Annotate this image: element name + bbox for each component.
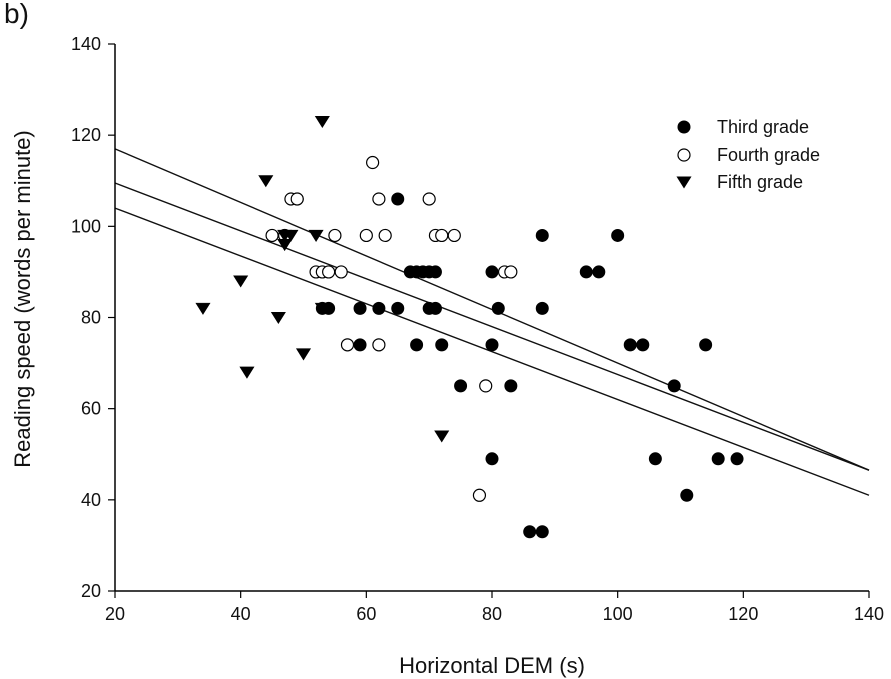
point-third-grade: [623, 338, 637, 352]
y-tick-label: 20: [81, 581, 101, 601]
point-fourth-grade: [435, 228, 449, 243]
point-fourth-grade: [265, 228, 279, 243]
point-fifth-grade: [314, 302, 330, 315]
y-tick-label: 120: [71, 125, 101, 145]
point-third-grade: [428, 301, 442, 315]
legend-label-third-grade: Third grade: [717, 117, 809, 137]
point-fourth-grade: [372, 192, 386, 206]
point-third-grade: [491, 301, 505, 315]
x-tick-label: 20: [105, 604, 125, 624]
point-fourth-grade: [447, 228, 461, 243]
panel-label: b): [4, 0, 29, 29]
point-third-grade: [485, 452, 499, 466]
point-third-grade: [353, 301, 367, 315]
point-third-grade: [428, 265, 442, 279]
point-fourth-grade: [366, 155, 380, 170]
point-fifth-grade: [283, 229, 299, 242]
point-third-grade: [730, 452, 744, 466]
point-third-grade: [535, 301, 549, 315]
point-fourth-grade: [334, 265, 348, 279]
point-fourth-grade: [322, 265, 336, 279]
x-tick-label: 80: [482, 604, 502, 624]
point-fourth-grade: [290, 192, 304, 206]
point-third-grade: [504, 379, 518, 393]
point-third-grade: [699, 338, 713, 352]
point-fourth-grade: [359, 228, 373, 243]
point-third-grade: [636, 338, 650, 352]
point-fifth-grade: [233, 275, 249, 288]
point-fifth-grade: [295, 348, 312, 361]
y-tick-label: 140: [71, 34, 101, 54]
point-third-grade: [391, 192, 405, 206]
x-tick-label: 120: [728, 604, 758, 624]
y-axis: 20 40 60 80 100 120 140: [71, 34, 116, 601]
point-third-grade: [410, 338, 424, 352]
point-fourth-grade: [340, 338, 355, 352]
point-fifth-grade: [314, 115, 330, 129]
point-third-grade: [535, 525, 549, 539]
point-fifth-grade: [239, 366, 255, 379]
x-tick-label: 40: [231, 604, 251, 624]
x-tick-label: 100: [603, 604, 633, 624]
point-third-grade: [535, 228, 549, 242]
point-fifth-grade: [308, 229, 324, 242]
trend-line-2: [114, 182, 870, 471]
point-third-grade: [579, 265, 593, 279]
point-fourth-grade: [372, 338, 386, 352]
point-third-grade: [485, 265, 499, 279]
legend-marker-fifth-grade: [676, 176, 692, 189]
point-third-grade: [680, 488, 694, 502]
point-fifth-grade: [195, 302, 211, 315]
legend-symbol: [677, 120, 691, 134]
plot-area: [114, 115, 870, 539]
point-third-grade: [592, 265, 606, 279]
x-tick-label: 140: [854, 604, 884, 624]
point-fifth-grade: [270, 311, 286, 325]
point-fourth-grade: [479, 379, 493, 393]
y-axis-title: Reading speed (words per minute): [10, 130, 35, 468]
point-third-grade: [711, 452, 725, 466]
point-third-grade: [648, 452, 662, 466]
legend-marker-fourth-grade: [677, 148, 691, 162]
legend-marker-third-grade: [677, 120, 691, 134]
x-axis-title: Horizontal DEM (s): [399, 653, 585, 678]
legend-label-fourth-grade: Fourth grade: [717, 145, 820, 165]
legend: Third grade Fourth grade Fifth grade: [676, 117, 820, 192]
point-third-grade: [523, 525, 537, 539]
point-third-grade: [485, 338, 499, 352]
legend-label-fifth-grade: Fifth grade: [717, 172, 803, 192]
point-third-grade: [372, 301, 386, 315]
point-third-grade: [391, 301, 405, 315]
trend-line-3: [114, 207, 870, 496]
point-third-grade: [353, 338, 367, 352]
point-third-grade: [435, 338, 449, 352]
y-tick-label: 80: [81, 308, 101, 328]
point-fourth-grade: [422, 192, 436, 206]
point-fourth-grade: [378, 228, 392, 243]
x-tick-label: 60: [356, 604, 376, 624]
point-fifth-grade: [434, 430, 450, 443]
point-third-grade: [611, 228, 625, 242]
point-fourth-grade: [472, 488, 487, 502]
y-tick-label: 100: [71, 216, 101, 236]
y-tick-label: 40: [81, 490, 101, 510]
point-fourth-grade: [504, 265, 518, 279]
y-tick-label: 60: [81, 399, 101, 419]
legend-symbol: [677, 148, 691, 162]
legend-symbol: [676, 176, 692, 189]
point-third-grade: [667, 379, 681, 393]
point-fourth-grade: [328, 228, 342, 243]
x-axis: 20 40 60 80 100 120 140: [105, 590, 884, 624]
point-third-grade: [454, 379, 468, 393]
point-fifth-grade: [258, 175, 274, 188]
